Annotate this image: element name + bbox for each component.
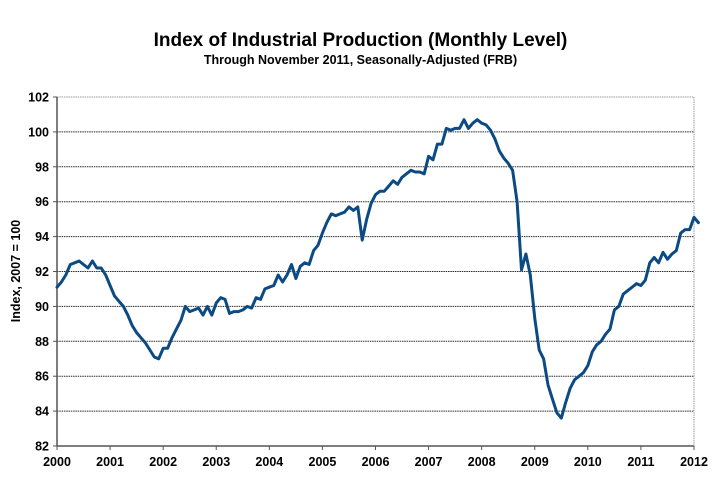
x-tick-label: 2001	[96, 455, 124, 469]
chart-title: Index of Industrial Production (Monthly …	[153, 30, 568, 51]
chart-subtitle: Through November 2011, Seasonally-Adjust…	[203, 53, 518, 67]
series-group	[55, 118, 700, 420]
y-tick-label: 102	[28, 91, 49, 105]
y-axis-ticks: 82 84 86 88 90 92 94 96 98 100 102	[28, 91, 57, 454]
x-tick-label: 2002	[149, 455, 177, 469]
y-tick-label: 100	[28, 125, 49, 139]
y-axis-label: Index, 2007 = 100	[9, 220, 23, 323]
x-axis-ticks: 2000 2001 2002 2003 2004 2005 2006 2007 2008 2009…	[43, 446, 708, 469]
x-tick-label: 2010	[574, 455, 602, 469]
y-tick-label: 90	[35, 300, 49, 314]
x-tick-label: 2007	[415, 455, 443, 469]
y-tick-label: 92	[35, 265, 49, 279]
series-line-industrial-production	[55, 118, 700, 420]
x-tick-label: 2009	[521, 455, 549, 469]
y-tick-label: 84	[35, 405, 49, 419]
x-tick-label: 2005	[309, 455, 337, 469]
gridlines	[57, 96, 694, 412]
x-tick-label: 2008	[468, 455, 496, 469]
y-tick-label: 96	[35, 195, 49, 209]
x-tick-label: 2000	[43, 455, 71, 469]
x-tick-label: 2011	[627, 455, 654, 469]
x-tick-label: 2004	[255, 455, 283, 469]
x-tick-label: 2006	[362, 455, 390, 469]
y-tick-label: 88	[35, 335, 49, 349]
y-tick-label: 86	[35, 370, 49, 384]
x-tick-label: 2003	[202, 455, 230, 469]
y-tick-label: 98	[35, 160, 49, 174]
y-tick-label: 94	[35, 230, 49, 244]
x-tick-label: 2012	[680, 455, 708, 469]
y-tick-label: 82	[35, 440, 49, 454]
